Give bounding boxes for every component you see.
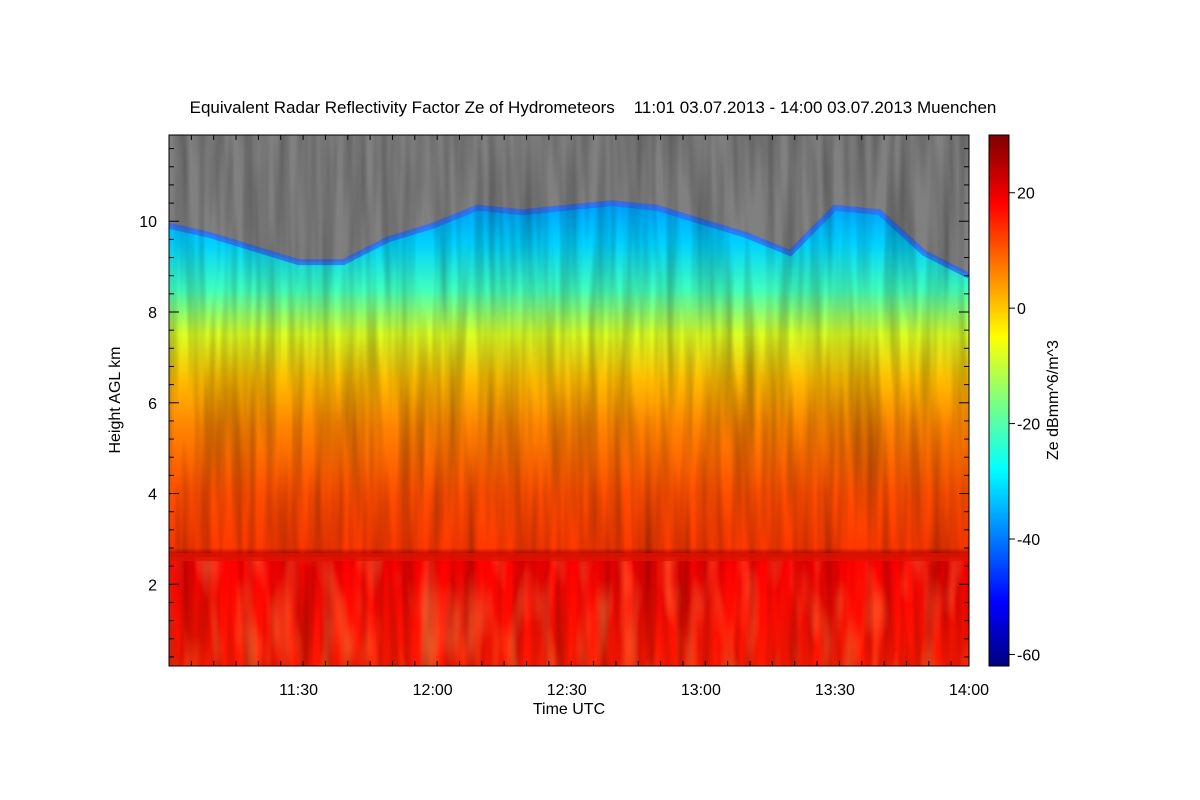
- x-tick-label: 13:00: [681, 682, 721, 699]
- melting-layer-bright-band: [169, 553, 969, 562]
- colorbar-tick-label: 0: [1017, 301, 1026, 318]
- y-tick-label: 4: [148, 487, 157, 504]
- y-tick-label: 10: [139, 214, 157, 231]
- x-tick-label: 14:00: [949, 682, 989, 699]
- y-axis: 2 4 6 8 10: [139, 148, 969, 658]
- x-tick-label: 11:30: [279, 682, 318, 699]
- plot-area: 11:30 12:00 12:30 13:00 13:30 14:00 2 4 6 8 10: [139, 134, 989, 699]
- x-tick-label: 12:00: [413, 682, 453, 699]
- colorbar-scale: [988, 134, 1010, 667]
- colorbar-ticks: 20 0 -20 -40 -60: [1009, 186, 1040, 664]
- colorbar: 20 0 -20 -40 -60: [988, 134, 1040, 667]
- colorbar-title: Ze dBmm^6/m^3: [1045, 340, 1062, 460]
- rain-streak-texture: [169, 557, 969, 666]
- chart-title: Equivalent Radar Reflectivity Factor Ze …: [190, 98, 997, 117]
- colorbar-tick-label: -60: [1017, 647, 1040, 664]
- plot-frame: [168, 134, 970, 667]
- x-axis-title: Time UTC: [533, 701, 605, 718]
- colorbar-tick-label: -20: [1017, 417, 1040, 434]
- x-tick-label: 13:30: [815, 682, 855, 699]
- x-tick-label: 12:30: [547, 682, 587, 699]
- colorbar-tick-label: -40: [1017, 532, 1040, 549]
- y-tick-label: 2: [148, 577, 157, 594]
- y-tick-label: 6: [148, 396, 157, 413]
- x-axis: 11:30 12:00 12:30 13:00 13:30 14:00: [168, 135, 989, 699]
- y-axis-title: Height AGL km: [107, 346, 124, 453]
- y-tick-label: 8: [148, 305, 157, 322]
- colorbar-tick-label: 20: [1017, 186, 1035, 203]
